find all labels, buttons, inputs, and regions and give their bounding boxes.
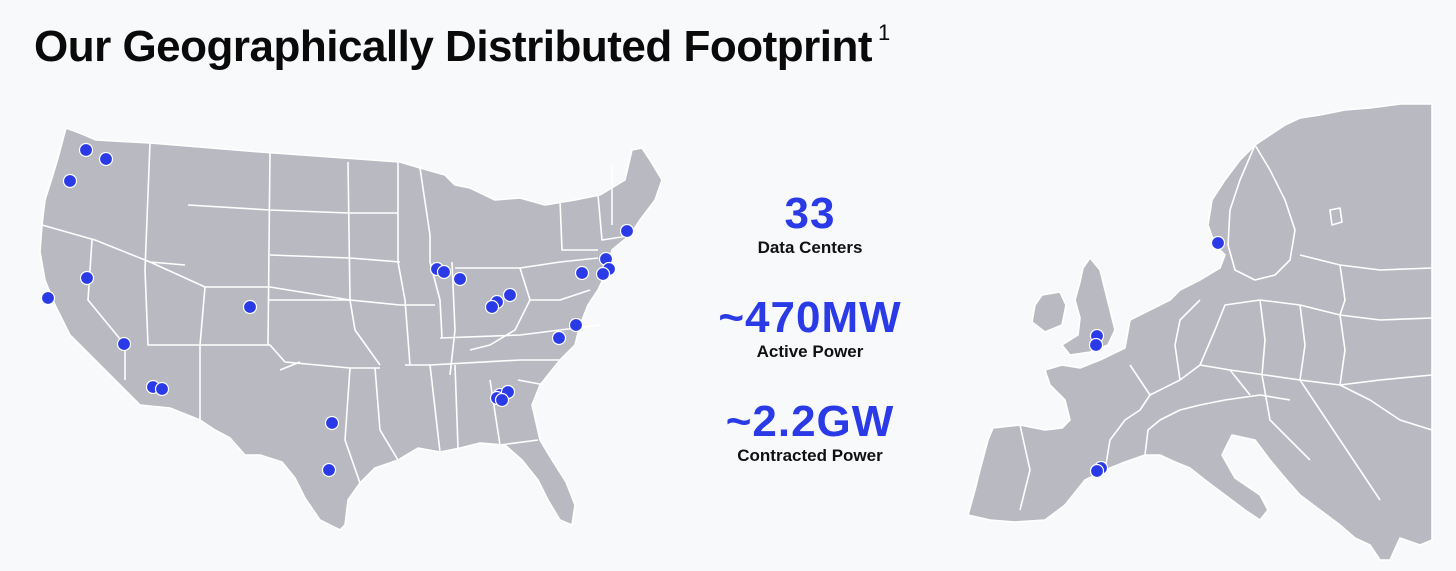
- site-marker[interactable]: [116, 336, 132, 352]
- stat-value: ~470MW: [718, 293, 902, 342]
- scandinavia: [1227, 144, 1296, 281]
- site-marker[interactable]: [79, 270, 95, 286]
- stat-value: 33: [784, 189, 836, 238]
- stat-contracted-power: ~2.2GW Contracted Power: [690, 398, 930, 466]
- site-marker[interactable]: [154, 381, 170, 397]
- data-center-markers: [40, 142, 1226, 479]
- iceland-area: [1329, 207, 1343, 226]
- site-marker[interactable]: [494, 392, 510, 408]
- stats-panel: 33 Data Centers ~470MW Active Power ~2.2…: [690, 190, 930, 480]
- title-text: Our Geographically Distributed Footprint: [34, 22, 873, 71]
- site-marker[interactable]: [595, 266, 611, 282]
- stat-data-centers: 33 Data Centers: [690, 190, 930, 258]
- page-title: Our Geographically Distributed Footprint…: [34, 20, 890, 72]
- site-marker[interactable]: [40, 290, 56, 306]
- europe-mainland: [967, 103, 1433, 561]
- site-marker[interactable]: [324, 415, 340, 431]
- site-marker[interactable]: [574, 265, 590, 281]
- europe-country-borders: [1019, 254, 1433, 511]
- stat-label: Active Power: [756, 342, 864, 361]
- site-marker[interactable]: [1089, 463, 1105, 479]
- stat-label: Data Centers: [757, 238, 863, 257]
- site-marker[interactable]: [436, 264, 452, 280]
- site-marker[interactable]: [484, 299, 500, 315]
- site-marker[interactable]: [242, 299, 258, 315]
- site-marker[interactable]: [568, 317, 584, 333]
- us-map: [39, 127, 663, 531]
- stat-active-power: ~470MW Active Power: [690, 294, 930, 362]
- site-marker[interactable]: [78, 142, 94, 158]
- great-britain: [1061, 257, 1116, 356]
- site-marker[interactable]: [502, 287, 518, 303]
- europe-map: [967, 103, 1433, 561]
- site-marker[interactable]: [551, 330, 567, 346]
- ireland: [1031, 291, 1067, 333]
- us-landmass: [39, 127, 663, 531]
- us-state-borders: [41, 142, 629, 484]
- site-marker[interactable]: [1088, 337, 1104, 353]
- site-marker[interactable]: [1210, 235, 1226, 251]
- stat-value: ~2.2GW: [725, 397, 895, 446]
- stat-label: Contracted Power: [737, 446, 883, 465]
- footnote-marker: 1: [878, 20, 890, 45]
- site-marker[interactable]: [619, 223, 635, 239]
- site-marker[interactable]: [321, 462, 337, 478]
- site-marker[interactable]: [452, 271, 468, 287]
- site-marker[interactable]: [62, 173, 78, 189]
- site-marker[interactable]: [98, 151, 114, 167]
